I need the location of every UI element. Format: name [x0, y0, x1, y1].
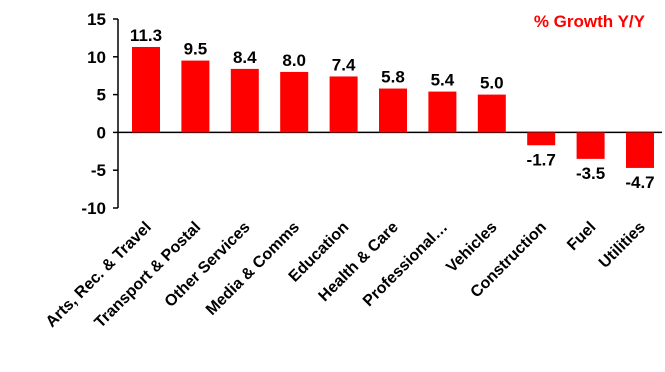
bar-utilities — [626, 132, 654, 168]
y-tick-label: 15 — [87, 10, 106, 29]
data-label-utilities: -4.7 — [625, 173, 654, 192]
value-labels: 11.3 9.5 8.4 8.0 7.4 5.8 5.4 5.0 -1.7 -3.5 -4.7 — [130, 26, 655, 192]
x-tick-label-fuel: Fuel — [564, 219, 599, 254]
x-tick-label-utilities: Utilities — [596, 219, 649, 272]
y-tick-label: -5 — [91, 161, 106, 180]
y-tick-label: 5 — [97, 86, 106, 105]
x-tick-label-media-comms: Media & Comms — [203, 219, 303, 319]
y-tick-label: -10 — [81, 199, 106, 218]
bar-health-care — [379, 88, 407, 133]
bar-arts-rec-travel — [132, 46, 160, 133]
data-label-professional: 5.4 — [431, 71, 455, 90]
y-tick-label: 0 — [97, 123, 106, 142]
bar-other-services — [230, 68, 259, 133]
bar-transport-postal — [181, 60, 210, 133]
bar-vehicles — [477, 94, 506, 133]
data-label-media-comms: 8.0 — [282, 51, 306, 70]
y-tick-label: 10 — [87, 48, 106, 67]
y-axis: 15 10 5 0 -5 -10 — [81, 10, 662, 218]
data-label-construction: -1.7 — [527, 150, 556, 169]
chart-title: % Growth Y/Y — [533, 12, 645, 31]
data-label-other-services: 8.4 — [233, 48, 257, 67]
bar-construction — [527, 132, 556, 146]
data-label-transport-postal: 9.5 — [184, 40, 208, 59]
x-tick-label-professional: Professional… — [360, 219, 451, 310]
data-label-arts-rec-travel: 11.3 — [130, 26, 162, 45]
bar-education — [329, 76, 358, 133]
bars — [132, 46, 654, 168]
data-label-vehicles: 5.0 — [480, 74, 504, 93]
bar-fuel — [576, 132, 605, 159]
data-label-education: 7.4 — [332, 55, 356, 74]
x-tick-label-other-services: Other Services — [162, 219, 254, 311]
bar-professional — [428, 91, 457, 133]
data-label-fuel: -3.5 — [576, 164, 605, 183]
bar-media-comms — [280, 71, 309, 133]
data-label-health-care: 5.8 — [381, 68, 405, 87]
